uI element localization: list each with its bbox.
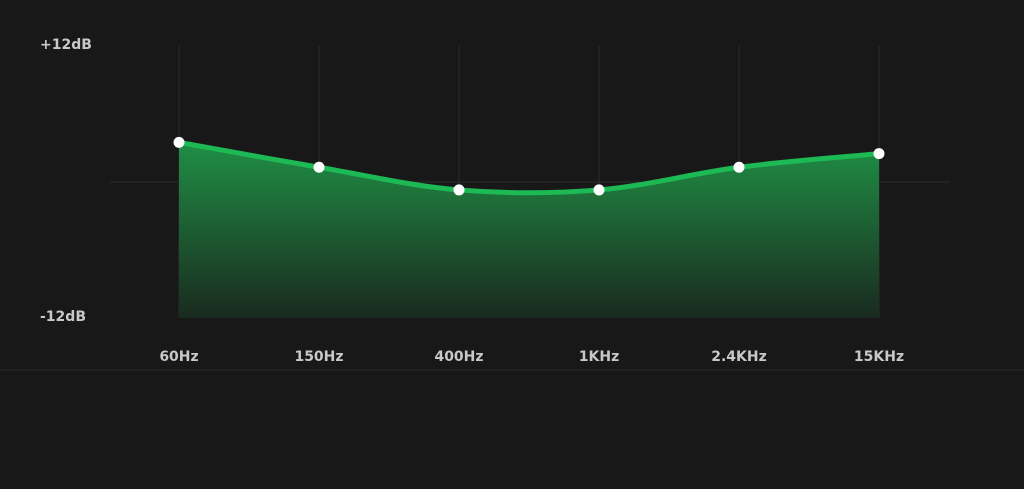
area-fill bbox=[179, 142, 879, 318]
eq-handle bbox=[453, 184, 465, 196]
x-tick-label: 150Hz bbox=[294, 349, 343, 365]
x-tick-label: 15KHz bbox=[854, 349, 904, 365]
y-tick-label: +12dB bbox=[40, 37, 92, 53]
x-tick-label: 2.4KHz bbox=[711, 349, 767, 365]
eq-handle bbox=[593, 184, 605, 196]
eq-handle bbox=[313, 161, 325, 173]
x-tick-label: 1KHz bbox=[579, 349, 619, 365]
eq-curve bbox=[176, 139, 882, 196]
x-tick-label: 400Hz bbox=[434, 349, 483, 365]
eq-handle bbox=[173, 136, 185, 148]
y-tick-label: -12dB bbox=[40, 309, 86, 325]
eq-handle bbox=[733, 161, 745, 173]
x-tick-label: 60Hz bbox=[159, 349, 198, 365]
eq-handle bbox=[873, 148, 885, 160]
